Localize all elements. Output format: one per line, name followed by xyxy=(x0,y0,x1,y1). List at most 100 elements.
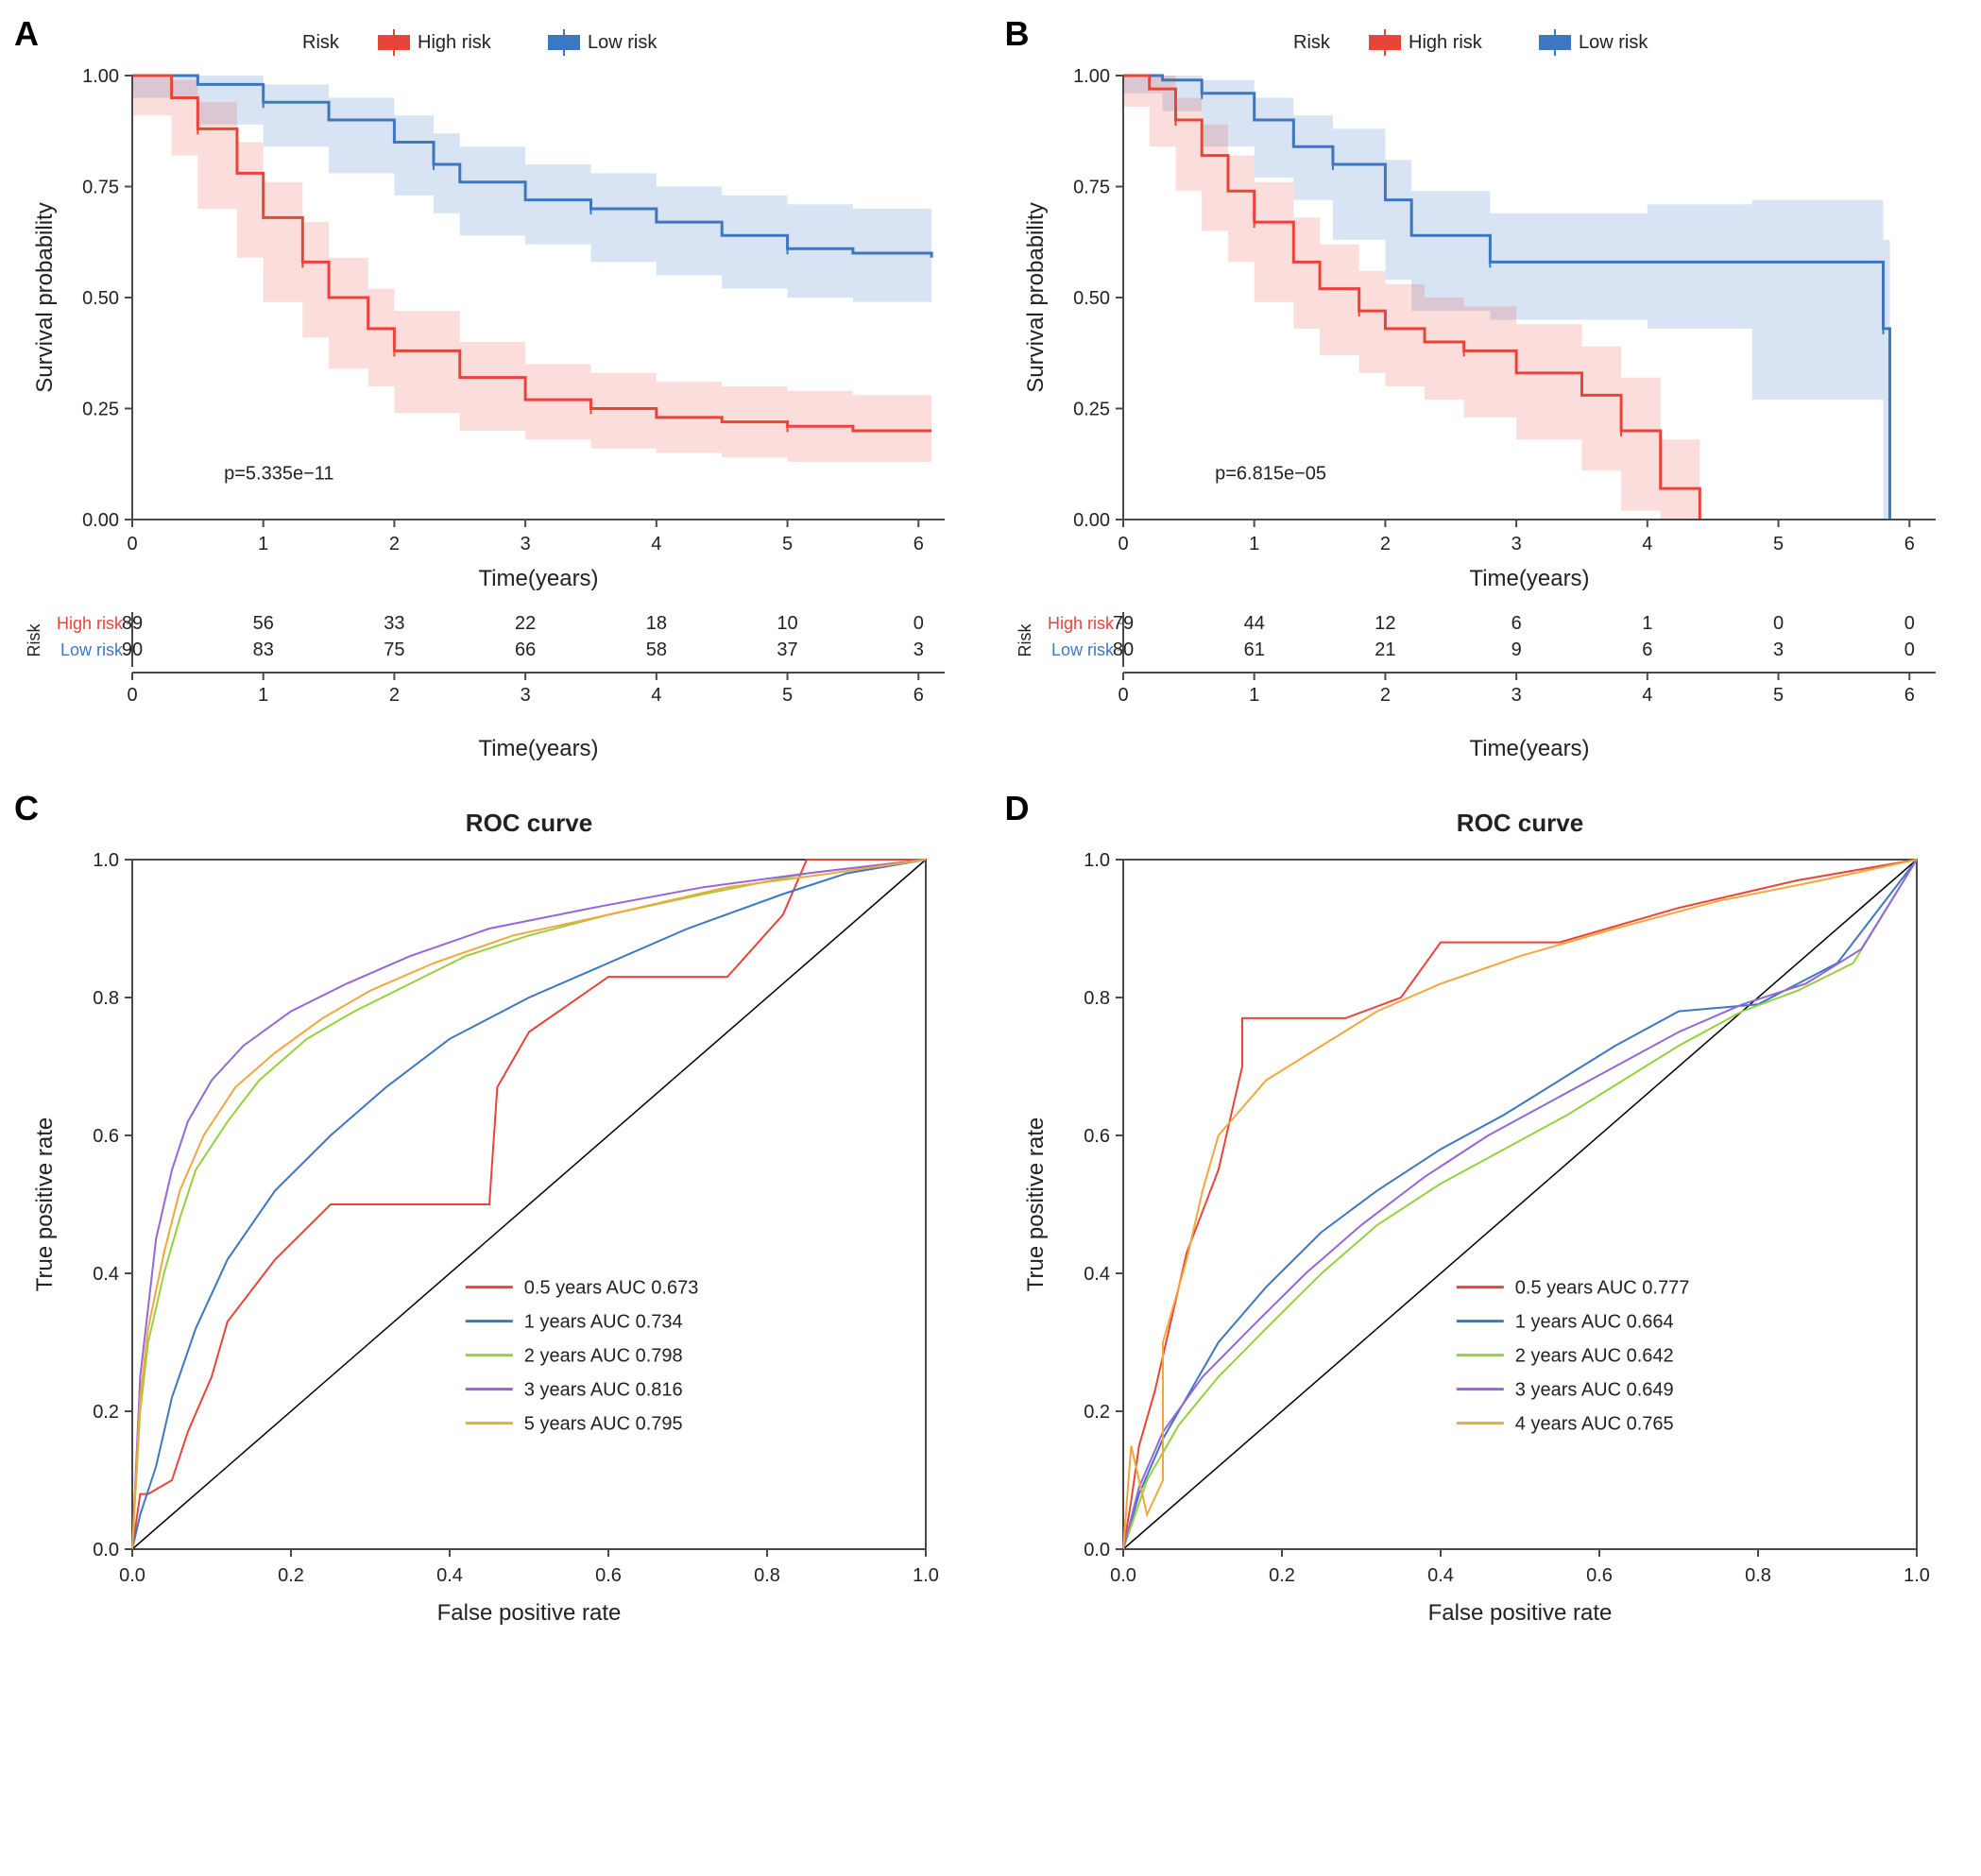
svg-text:90: 90 xyxy=(122,640,143,660)
panel-b: B RiskHigh riskLow risk01234560.000.250.… xyxy=(1010,19,1963,765)
svg-text:High risk: High risk xyxy=(1047,614,1114,633)
svg-text:6: 6 xyxy=(1904,534,1914,554)
svg-text:3: 3 xyxy=(914,640,924,660)
svg-text:0.0: 0.0 xyxy=(93,1540,119,1560)
svg-text:Time(years): Time(years) xyxy=(1469,566,1589,591)
svg-text:1: 1 xyxy=(1642,613,1652,634)
svg-text:0.75: 0.75 xyxy=(1073,178,1110,198)
svg-text:79: 79 xyxy=(1112,613,1133,634)
svg-text:Time(years): Time(years) xyxy=(1469,736,1589,761)
svg-text:Time(years): Time(years) xyxy=(478,566,598,591)
svg-text:1.0: 1.0 xyxy=(913,1565,939,1586)
svg-text:1.0: 1.0 xyxy=(1084,850,1110,871)
svg-text:0.5 years AUC 0.673: 0.5 years AUC 0.673 xyxy=(524,1278,699,1299)
svg-text:33: 33 xyxy=(384,613,404,634)
svg-text:9: 9 xyxy=(1511,640,1521,660)
risk-table-b: RiskHigh riskLow risk7980446112216916030… xyxy=(1010,605,1955,765)
svg-text:Risk: Risk xyxy=(302,32,340,53)
svg-text:0.4: 0.4 xyxy=(1084,1264,1110,1285)
svg-text:4: 4 xyxy=(651,534,661,554)
svg-text:0: 0 xyxy=(1772,613,1783,634)
svg-text:0: 0 xyxy=(127,685,137,706)
svg-text:0.8: 0.8 xyxy=(93,988,119,1009)
svg-text:0.2: 0.2 xyxy=(278,1565,304,1586)
svg-text:10: 10 xyxy=(777,613,797,634)
svg-text:5: 5 xyxy=(782,534,793,554)
svg-text:2 years AUC 0.642: 2 years AUC 0.642 xyxy=(1514,1346,1673,1367)
svg-text:0.25: 0.25 xyxy=(82,400,119,420)
svg-text:80: 80 xyxy=(1112,640,1133,660)
svg-text:2: 2 xyxy=(389,685,400,706)
svg-text:0.0: 0.0 xyxy=(119,1565,145,1586)
figure-grid: A RiskHigh riskLow risk01234560.000.250.… xyxy=(19,19,1962,1644)
svg-text:Low risk: Low risk xyxy=(588,32,657,53)
svg-text:4: 4 xyxy=(1642,534,1652,554)
svg-text:p=5.335e−11: p=5.335e−11 xyxy=(224,464,333,485)
svg-text:Time(years): Time(years) xyxy=(478,736,598,761)
svg-text:1.00: 1.00 xyxy=(82,66,119,87)
svg-text:0.5 years AUC 0.777: 0.5 years AUC 0.777 xyxy=(1514,1278,1689,1299)
panel-d-label: D xyxy=(1005,789,1030,828)
svg-text:Risk: Risk xyxy=(1016,623,1034,657)
svg-text:Risk: Risk xyxy=(1293,32,1331,53)
svg-text:12: 12 xyxy=(1375,613,1395,634)
svg-text:0: 0 xyxy=(1118,534,1128,554)
svg-text:4 years AUC 0.765: 4 years AUC 0.765 xyxy=(1514,1414,1673,1435)
svg-text:0.00: 0.00 xyxy=(1073,510,1110,531)
svg-text:0.6: 0.6 xyxy=(93,1126,119,1147)
svg-text:0.0: 0.0 xyxy=(1084,1540,1110,1560)
svg-text:0.2: 0.2 xyxy=(1269,1565,1295,1586)
svg-text:4: 4 xyxy=(1642,685,1652,706)
svg-text:False positive rate: False positive rate xyxy=(1427,1600,1612,1626)
svg-text:0.0: 0.0 xyxy=(1110,1565,1136,1586)
svg-text:0.8: 0.8 xyxy=(1745,1565,1771,1586)
svg-text:0.50: 0.50 xyxy=(1073,288,1110,309)
panel-a: A RiskHigh riskLow risk01234560.000.250.… xyxy=(19,19,972,765)
svg-text:0: 0 xyxy=(127,534,137,554)
svg-text:44: 44 xyxy=(1243,613,1264,634)
svg-text:6: 6 xyxy=(914,534,924,554)
svg-text:0.6: 0.6 xyxy=(1586,1565,1613,1586)
panel-d: D ROC curve0.00.00.20.20.40.40.60.60.80.… xyxy=(1010,793,1963,1644)
svg-text:5 years AUC 0.795: 5 years AUC 0.795 xyxy=(524,1414,683,1435)
svg-text:0.8: 0.8 xyxy=(1084,988,1110,1009)
svg-text:21: 21 xyxy=(1375,640,1395,660)
svg-text:0.6: 0.6 xyxy=(1084,1126,1110,1147)
svg-text:0.50: 0.50 xyxy=(82,288,119,309)
svg-text:0.00: 0.00 xyxy=(82,510,119,531)
svg-text:3 years AUC 0.816: 3 years AUC 0.816 xyxy=(524,1380,683,1401)
svg-text:58: 58 xyxy=(646,640,667,660)
svg-text:2 years AUC 0.798: 2 years AUC 0.798 xyxy=(524,1346,683,1367)
svg-text:1: 1 xyxy=(1249,685,1259,706)
svg-text:True positive rate: True positive rate xyxy=(1023,1117,1049,1292)
roc-plot-d: ROC curve0.00.00.20.20.40.40.60.60.80.81… xyxy=(1010,793,1955,1644)
svg-text:1 years AUC 0.664: 1 years AUC 0.664 xyxy=(1514,1312,1673,1333)
risk-table-a: RiskHigh riskLow risk8990568333752266185… xyxy=(19,605,964,765)
svg-text:Risk: Risk xyxy=(25,623,43,657)
roc-plot-c: ROC curve0.00.00.20.20.40.40.60.60.80.81… xyxy=(19,793,964,1644)
svg-text:22: 22 xyxy=(515,613,536,634)
svg-text:Low risk: Low risk xyxy=(1050,640,1114,659)
svg-text:2: 2 xyxy=(389,534,400,554)
svg-text:Survival probability: Survival probability xyxy=(32,202,58,392)
svg-text:6: 6 xyxy=(1904,685,1914,706)
panel-c-label: C xyxy=(14,789,39,828)
svg-text:6: 6 xyxy=(1642,640,1652,660)
svg-text:5: 5 xyxy=(782,685,793,706)
svg-text:0: 0 xyxy=(914,613,924,634)
panel-a-label: A xyxy=(14,14,39,54)
svg-text:p=6.815e−05: p=6.815e−05 xyxy=(1215,464,1326,485)
svg-text:3: 3 xyxy=(1511,685,1521,706)
svg-text:5: 5 xyxy=(1772,534,1783,554)
svg-text:3: 3 xyxy=(521,534,531,554)
svg-text:89: 89 xyxy=(122,613,143,634)
svg-text:83: 83 xyxy=(253,640,274,660)
svg-text:37: 37 xyxy=(777,640,797,660)
svg-text:2: 2 xyxy=(1379,534,1390,554)
panel-c: C ROC curve0.00.00.20.20.40.40.60.60.80.… xyxy=(19,793,972,1644)
svg-text:1.0: 1.0 xyxy=(93,850,119,871)
svg-text:0.6: 0.6 xyxy=(595,1565,622,1586)
km-plot-a: RiskHigh riskLow risk01234560.000.250.50… xyxy=(19,19,964,605)
svg-text:0.4: 0.4 xyxy=(436,1565,463,1586)
svg-text:ROC curve: ROC curve xyxy=(1456,809,1582,837)
